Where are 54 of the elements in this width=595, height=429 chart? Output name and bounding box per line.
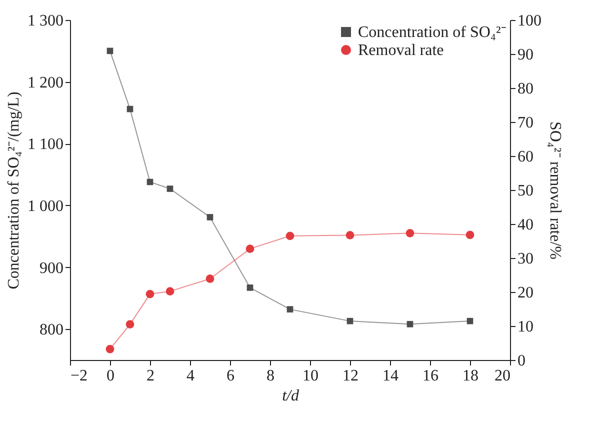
point <box>146 178 154 186</box>
x-tick-label: 8 <box>266 368 274 384</box>
y-tick-label: 1 300 <box>28 12 64 30</box>
point <box>466 318 474 324</box>
y-axis-title: Concentration of SO₄²⁻/(mg/L) <box>6 92 22 290</box>
point <box>286 306 294 312</box>
point <box>166 287 174 296</box>
point <box>406 320 414 328</box>
x-tick-label: 12 <box>342 368 358 384</box>
point <box>206 214 214 220</box>
y2-tick-label: 70 <box>518 114 534 132</box>
x-tick-label: 16 <box>422 368 438 384</box>
y2-tick-label: 60 <box>518 148 534 166</box>
point <box>106 48 114 54</box>
point <box>246 244 254 253</box>
y2-tick-label: 90 <box>518 46 534 64</box>
point <box>246 284 254 291</box>
point <box>166 186 174 192</box>
y2-tick-label: 10 <box>518 318 534 336</box>
y2-axis-title: SO₄²⁻ removal rate/% <box>546 122 564 260</box>
point <box>126 320 134 328</box>
point <box>206 274 214 283</box>
point <box>406 229 414 238</box>
y2-tick-label: 0 <box>518 352 526 370</box>
point <box>466 230 474 240</box>
point <box>346 231 354 240</box>
y2-tick-label: 100 <box>518 12 542 30</box>
y2-tick-label: 30 <box>518 250 534 268</box>
legend-label: Removal rate <box>358 42 444 59</box>
x-tick-label: 18 <box>462 368 478 384</box>
y2-tick-label: 50 <box>518 182 534 200</box>
y2-tick-label: 80 <box>518 80 534 98</box>
y2-tick-label: 20 <box>518 284 534 302</box>
point <box>106 344 114 354</box>
x-tick-label: 10 <box>302 368 318 384</box>
y-tick-label: 1 100 <box>28 136 64 154</box>
y-tick-label: 800 <box>40 322 64 339</box>
x-tick-label: 6 <box>226 368 234 384</box>
y-tick-label: 900 <box>40 260 64 277</box>
x-tick-label: −2 <box>70 368 88 384</box>
x-tick-label: 14 <box>382 368 398 384</box>
x-tick-label: 2 <box>146 368 154 384</box>
x-tick-label: 0 <box>106 368 114 384</box>
point <box>146 290 154 298</box>
x-axis-title: t/d <box>282 388 300 404</box>
point <box>286 232 294 240</box>
x-tick-label: 4 <box>186 368 194 384</box>
y-tick-label: 1 000 <box>28 198 64 215</box>
y-tick-label: 1 200 <box>28 74 64 92</box>
x-tick-label: 20 <box>494 368 510 384</box>
y2-tick-label: 40 <box>518 216 534 234</box>
legend-label: Concentration of SO₄²⁻ <box>358 24 506 41</box>
point <box>126 106 134 112</box>
point <box>346 318 354 324</box>
